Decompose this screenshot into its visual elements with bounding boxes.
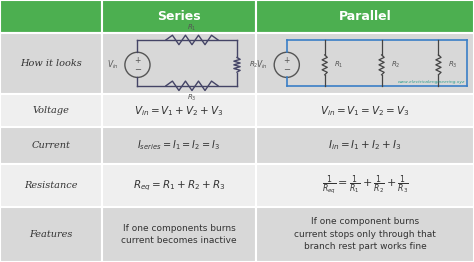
Bar xyxy=(256,207,474,262)
Bar xyxy=(102,94,256,127)
Text: $I_{series} = I_1 = I_2 = I_3$: $I_{series} = I_1 = I_2 = I_3$ xyxy=(137,139,220,152)
Bar xyxy=(0,127,102,164)
Text: $R_1$: $R_1$ xyxy=(335,60,344,70)
Bar xyxy=(0,33,102,94)
Text: www.electricalengineering.xyz: www.electricalengineering.xyz xyxy=(397,80,465,84)
Bar xyxy=(0,207,102,262)
Text: Series: Series xyxy=(157,10,201,23)
Text: $\frac{1}{R_{eq}} = \frac{1}{R_1} + \frac{1}{R_2} + \frac{1}{R_3}$: $\frac{1}{R_{eq}} = \frac{1}{R_1} + \fra… xyxy=(321,173,409,197)
Bar xyxy=(256,94,474,127)
Text: $V_{in}$: $V_{in}$ xyxy=(107,59,119,71)
Bar xyxy=(0,164,102,207)
Text: How it looks: How it looks xyxy=(20,59,82,68)
Text: Resistance: Resistance xyxy=(24,181,78,190)
Text: If one components burns
current becomes inactive: If one components burns current becomes … xyxy=(121,224,237,245)
Bar xyxy=(102,33,256,94)
Bar xyxy=(256,164,474,207)
Text: $R_{eq} = R_1 + R_2 + R_3$: $R_{eq} = R_1 + R_2 + R_3$ xyxy=(133,178,225,193)
Text: −: − xyxy=(134,66,141,75)
Text: −: − xyxy=(283,66,290,75)
Bar xyxy=(102,164,256,207)
Text: Voltage: Voltage xyxy=(33,106,69,115)
Text: $I_{in} = I_1 + I_2 + I_3$: $I_{in} = I_1 + I_2 + I_3$ xyxy=(328,139,401,152)
Text: $V_{in}$: $V_{in}$ xyxy=(256,59,268,71)
Text: Parallel: Parallel xyxy=(338,10,392,23)
Text: +: + xyxy=(134,56,141,66)
Bar xyxy=(0,0,102,33)
Bar xyxy=(102,0,256,33)
Text: $V_{in} = V_1 + V_2 + V_3$: $V_{in} = V_1 + V_2 + V_3$ xyxy=(134,104,224,118)
Text: $V_{in} = V_1 = V_2 = V_3$: $V_{in} = V_1 = V_2 = V_3$ xyxy=(320,104,410,118)
Bar xyxy=(256,127,474,164)
Text: $R_2$: $R_2$ xyxy=(392,60,401,70)
Text: Current: Current xyxy=(31,141,71,150)
Text: +: + xyxy=(283,56,290,66)
Text: $R_3$: $R_3$ xyxy=(448,60,458,70)
Bar xyxy=(256,33,474,94)
Text: If one component burns
current stops only through that
branch rest part works fi: If one component burns current stops onl… xyxy=(294,217,436,252)
Bar xyxy=(102,127,256,164)
Bar xyxy=(256,0,474,33)
Text: $R_2$: $R_2$ xyxy=(249,60,258,70)
Text: $R_3$: $R_3$ xyxy=(187,92,197,102)
Bar xyxy=(0,94,102,127)
Text: $R_1$: $R_1$ xyxy=(187,23,197,32)
Bar xyxy=(102,207,256,262)
Text: Features: Features xyxy=(29,230,73,239)
